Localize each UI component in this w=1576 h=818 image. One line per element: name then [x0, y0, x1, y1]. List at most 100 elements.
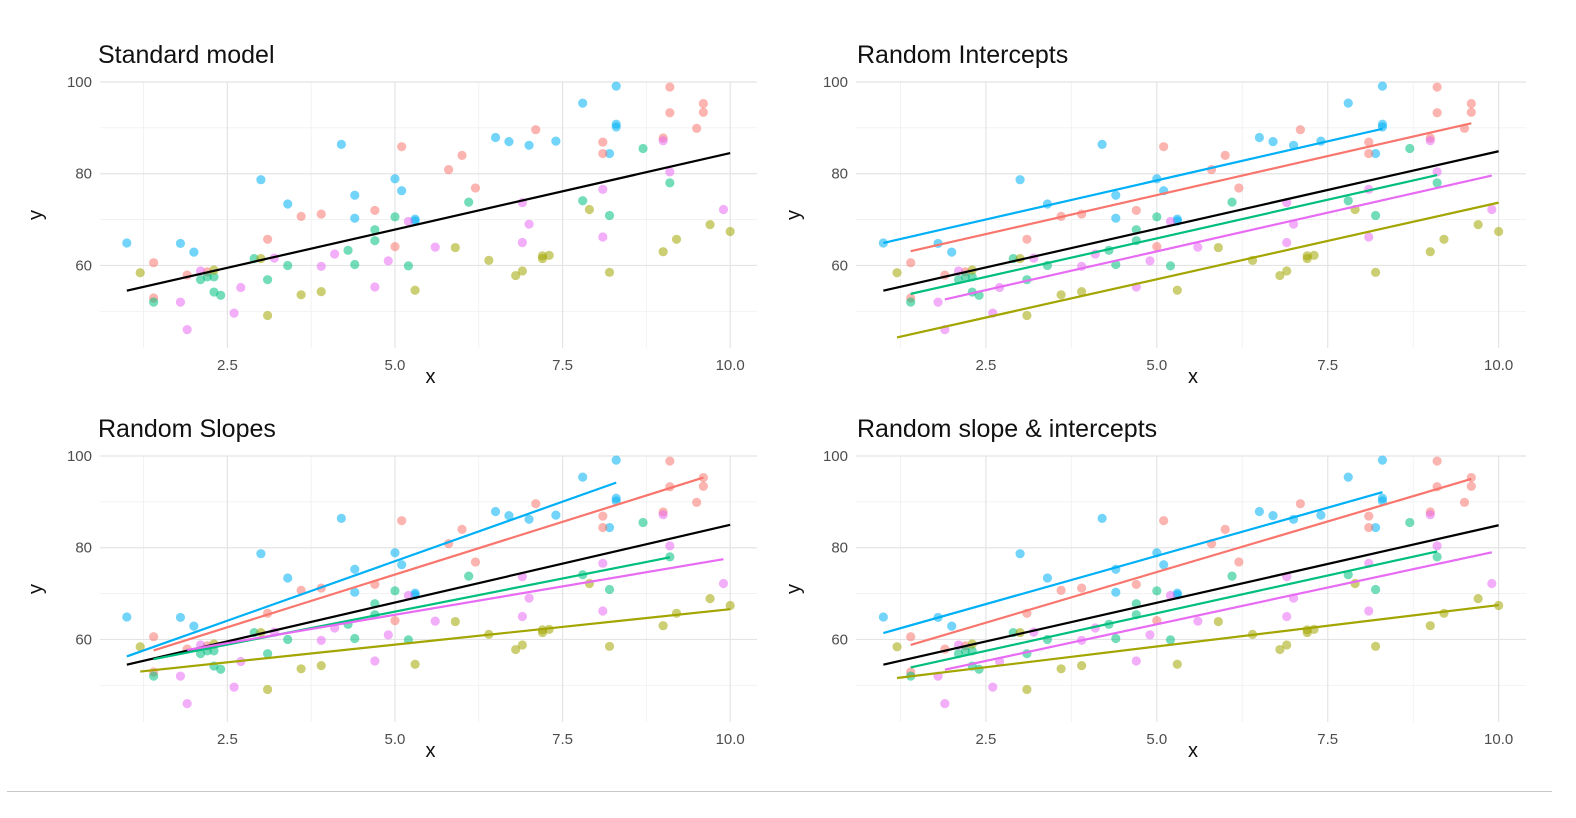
data-point-green	[343, 245, 353, 255]
data-point-green	[390, 586, 400, 596]
data-point-olive	[658, 621, 668, 631]
data-point-green	[1432, 552, 1442, 562]
data-point-blue	[1159, 560, 1169, 570]
data-point-green	[464, 197, 474, 207]
data-point-olive	[296, 290, 306, 300]
data-point-magenta	[383, 630, 393, 640]
data-point-blue	[1097, 513, 1107, 523]
data-point-red	[698, 98, 708, 109]
data-point-olive	[1282, 266, 1292, 276]
fit-line-green	[910, 550, 1438, 669]
data-point-green	[1405, 143, 1415, 154]
data-point-blue	[390, 174, 400, 184]
data-point-olive	[1056, 664, 1066, 674]
data-point-blue	[524, 514, 534, 524]
data-point-red	[370, 205, 380, 216]
data-point-blue	[1370, 522, 1381, 533]
data-point-olive	[1172, 285, 1182, 295]
data-point-olive	[511, 270, 521, 281]
data-point-blue	[604, 522, 615, 533]
data-point-olive	[410, 659, 420, 669]
data-point-red	[906, 632, 916, 642]
fit-line-olive	[896, 603, 1499, 680]
fit-line-magenta	[186, 558, 724, 652]
data-point-red	[1234, 183, 1244, 193]
data-point-blue	[1316, 510, 1326, 520]
data-point-green	[1227, 571, 1237, 581]
data-point-olive	[1077, 660, 1087, 671]
x-axis-title: x	[1188, 366, 1198, 388]
data-point-blue	[1097, 139, 1107, 149]
data-point-olive	[511, 644, 521, 655]
data-point-magenta	[658, 136, 668, 146]
fit-line-blue	[883, 127, 1383, 245]
data-point-blue	[611, 81, 621, 91]
y-tick-label: 60	[75, 257, 92, 274]
data-point-magenta	[1131, 656, 1141, 666]
fit-line-overall	[883, 150, 1499, 292]
data-point-magenta	[665, 541, 675, 551]
fit-line-olive	[140, 608, 731, 673]
data-point-magenta	[1364, 606, 1374, 616]
data-point-blue	[524, 140, 534, 150]
data-point-red	[1220, 524, 1230, 534]
data-point-red	[397, 142, 407, 152]
data-point-green	[283, 634, 293, 645]
data-point-red	[1159, 516, 1169, 526]
x-tick-label: 10.0	[716, 731, 745, 748]
fit-line-red	[153, 476, 704, 652]
data-point-blue	[256, 549, 266, 559]
data-point-blue	[350, 587, 360, 597]
data-point-magenta	[370, 282, 380, 292]
data-point-blue	[336, 139, 346, 149]
data-point-red	[692, 123, 702, 133]
data-point-red	[698, 472, 708, 483]
data-point-magenta	[988, 682, 998, 692]
data-point-olive	[604, 267, 615, 277]
y-tick-label: 60	[831, 257, 848, 274]
x-tick-label: 10.0	[716, 357, 745, 374]
data-point-blue	[397, 186, 407, 196]
data-point-blue	[1343, 98, 1353, 108]
data-point-blue	[283, 199, 293, 209]
data-point-magenta	[933, 297, 943, 307]
data-point-magenta	[524, 219, 534, 229]
x-tick-label: 2.5	[217, 731, 238, 748]
data-point-blue	[1343, 472, 1353, 482]
x-tick-label: 7.5	[552, 357, 573, 374]
data-point-magenta	[1145, 630, 1155, 640]
data-point-green	[464, 571, 474, 581]
fit-line-overall	[883, 524, 1499, 666]
data-point-magenta	[1165, 590, 1176, 601]
data-point-olive	[671, 608, 682, 618]
data-point-green	[403, 261, 413, 271]
data-point-olive	[1282, 640, 1292, 650]
y-tick-label: 80	[75, 540, 92, 557]
data-point-red	[1364, 522, 1374, 533]
data-point-red	[457, 524, 467, 534]
data-point-olive	[725, 226, 735, 237]
data-point-magenta	[658, 510, 668, 520]
data-point-olive	[1425, 621, 1435, 631]
data-point-red	[1295, 125, 1305, 135]
x-tick-label: 10.0	[1484, 731, 1513, 748]
data-point-blue	[578, 98, 588, 108]
data-point-red	[598, 148, 608, 159]
data-point-olive	[263, 310, 273, 321]
y-tick-label: 60	[831, 631, 848, 648]
data-point-green	[390, 212, 400, 222]
data-point-blue	[490, 506, 501, 517]
data-point-magenta	[598, 606, 608, 616]
data-point-olive	[1077, 286, 1087, 297]
data-point-green	[1432, 178, 1442, 188]
data-point-magenta	[383, 256, 393, 266]
data-point-red	[1234, 557, 1244, 567]
data-point-green	[149, 671, 159, 681]
data-point-olive	[1275, 270, 1285, 281]
data-point-blue	[350, 190, 360, 200]
x-tick-label: 2.5	[217, 357, 238, 374]
x-axis-title: x	[1188, 740, 1198, 762]
data-point-green	[216, 290, 226, 300]
data-point-red	[263, 234, 273, 244]
data-point-red	[149, 258, 159, 268]
